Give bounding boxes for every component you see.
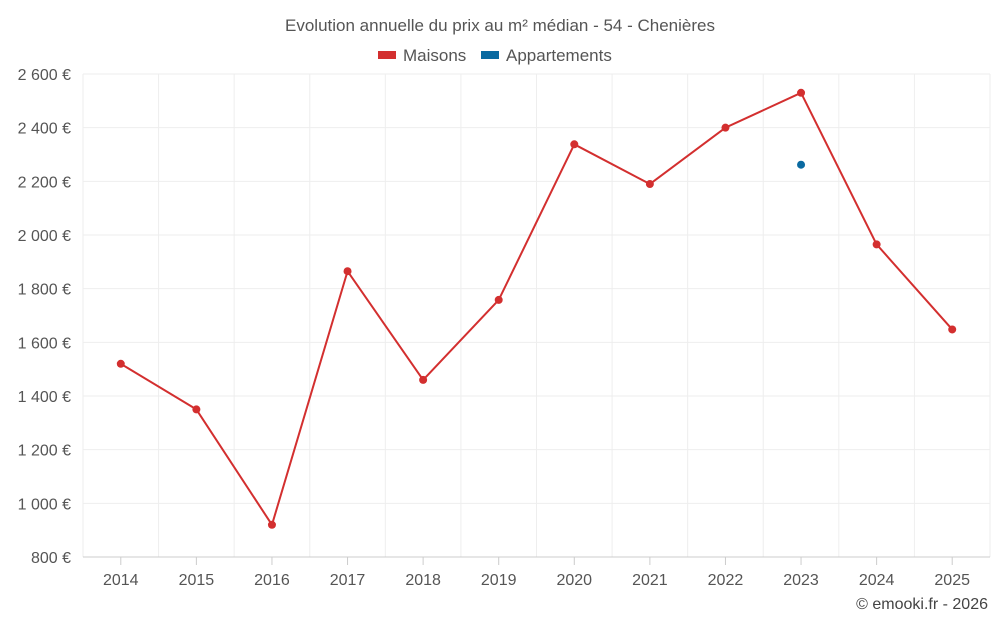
x-tick-label: 2015 [179,572,215,589]
legend: Maisons Appartements [378,46,612,65]
legend-label-maisons: Maisons [403,46,466,65]
chart-title: Evolution annuelle du prix au m² médian … [285,16,715,35]
data-point-maisons[interactable] [797,88,806,97]
data-point-appartements[interactable] [797,160,806,169]
x-tick-label: 2025 [934,572,970,589]
data-point-maisons[interactable] [494,295,503,304]
data-point-maisons[interactable] [419,375,428,384]
data-point-maisons[interactable] [948,325,957,334]
data-point-maisons[interactable] [570,140,579,149]
grid [82,73,991,557]
y-tick-label: 1 000 € [18,496,71,513]
y-tick-label: 2 400 € [18,121,71,138]
y-tick-label: 800 € [31,550,71,567]
x-tick-label: 2017 [330,572,366,589]
y-tick-label: 2 600 € [18,67,71,84]
x-tick-label: 2020 [556,572,592,589]
data-point-maisons[interactable] [192,405,201,414]
legend-item-appartements[interactable]: Appartements [481,46,612,65]
y-tick-label: 1 600 € [18,335,71,352]
legend-swatch-appartements [481,51,499,59]
legend-swatch-maisons [378,51,396,59]
data-point-maisons[interactable] [645,180,654,189]
x-tick-label: 2014 [103,572,139,589]
credit-text: © emooki.fr - 2026 [856,596,988,613]
legend-item-maisons[interactable]: Maisons [378,46,466,65]
data-point-maisons[interactable] [872,240,881,249]
x-axis: 2014 2015 2016 2017 2018 2019 2020 2021 2022 2023… [83,556,990,589]
x-tick-label: 2019 [481,572,517,589]
x-tick-label: 2021 [632,572,668,589]
y-axis: 800 € 1 000 € 1 200 € 1 400 € 1 600 € 1 800 €… [18,67,71,567]
legend-label-appartements: Appartements [506,46,612,65]
y-tick-label: 1 800 € [18,282,71,299]
data-point-maisons[interactable] [343,267,352,276]
y-tick-label: 1 200 € [18,443,71,460]
x-tick-label: 2018 [405,572,441,589]
series-line-maisons [120,91,953,526]
data-point-maisons[interactable] [116,359,125,368]
data-point-maisons[interactable] [267,520,276,529]
x-tick-label: 2024 [859,572,895,589]
series [116,88,957,529]
y-tick-label: 2 000 € [18,228,71,245]
y-tick-label: 1 400 € [18,389,71,406]
x-tick-label: 2022 [708,572,744,589]
data-point-maisons[interactable] [721,123,730,132]
y-tick-label: 2 200 € [18,174,71,191]
x-tick-label: 2016 [254,572,290,589]
x-tick-label: 2023 [783,572,819,589]
